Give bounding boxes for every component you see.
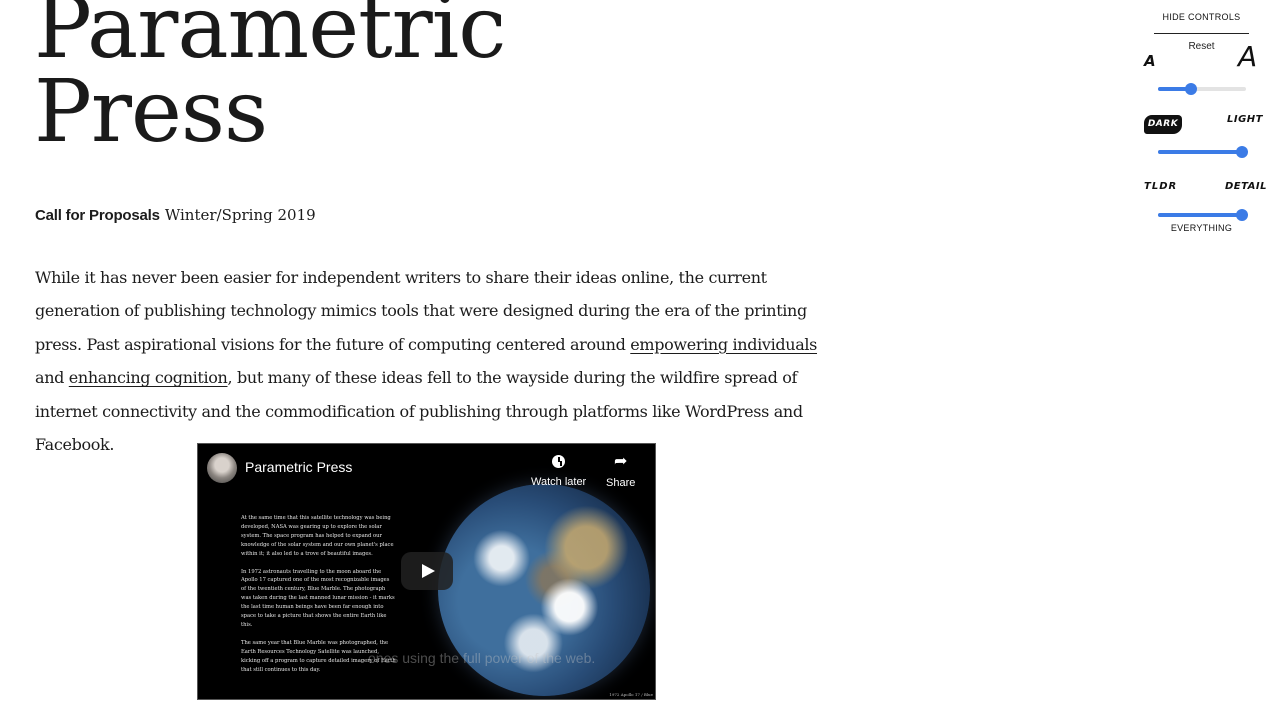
video-paragraph: At the same time that this satellite tec… xyxy=(241,515,394,557)
title-line-2: Press xyxy=(34,62,268,162)
play-icon[interactable] xyxy=(401,552,453,590)
reader-controls: HIDE CONTROLS Reset A A DARK LIGHT TLDR … xyxy=(1141,0,1267,240)
hide-controls-button[interactable]: HIDE CONTROLS xyxy=(1154,12,1249,34)
cfp-label: Call for Proposals xyxy=(35,207,160,224)
cfp-season: Winter/Spring 2019 xyxy=(164,206,316,224)
share-label: Share xyxy=(606,477,636,489)
theme-slider[interactable] xyxy=(1158,146,1248,158)
channel-avatar[interactable] xyxy=(207,453,237,483)
watch-later-button[interactable]: Watch later xyxy=(531,452,586,488)
video-player[interactable]: Parametric Press Watch later ➦ Share At … xyxy=(197,443,656,700)
page-title: Parametric Press xyxy=(34,0,506,162)
link-enhancing-cognition[interactable]: enhancing cognition xyxy=(68,368,228,388)
detail-slider[interactable] xyxy=(1158,209,1248,221)
intro-text-2: and xyxy=(35,368,69,388)
intro-text-3: , but many of these ideas fell to the wa… xyxy=(35,368,803,455)
video-title[interactable]: Parametric Press xyxy=(245,459,353,475)
video-caption: ones using the full power of the web. xyxy=(368,650,596,666)
font-size-slider-fill xyxy=(1158,87,1191,91)
title-line-1: Parametric xyxy=(34,0,506,78)
detail-slider-fill xyxy=(1158,213,1242,217)
theme-dark-label: DARK xyxy=(1144,115,1182,134)
theme-slider-thumb[interactable] xyxy=(1235,146,1248,158)
call-for-proposals: Call for Proposals Winter/Spring 2019 xyxy=(35,205,316,224)
reset-button[interactable]: Reset xyxy=(1188,41,1215,52)
share-button[interactable]: ➦ Share xyxy=(606,452,635,489)
intro-paragraph: While it has never been easier for indep… xyxy=(35,261,835,461)
watch-later-label: Watch later xyxy=(531,476,587,488)
clock-icon xyxy=(552,455,566,468)
detail-min-label: TLDR xyxy=(1144,181,1178,192)
font-size-slider[interactable] xyxy=(1158,83,1246,95)
theme-light-label: LIGHT xyxy=(1227,114,1263,125)
share-arrow-icon: ➦ xyxy=(613,453,628,470)
video-paragraph: In 1972 astronauts travelling to the moo… xyxy=(241,568,395,628)
detail-slider-thumb[interactable] xyxy=(1235,209,1248,221)
video-credit: 1972 Apollo 17 / Blue xyxy=(609,692,653,697)
font-size-max-label: A xyxy=(1238,40,1258,73)
detail-max-label: DETAIL xyxy=(1225,181,1268,192)
intro-text-1: While it has never been easier for indep… xyxy=(35,268,807,354)
earth-image xyxy=(438,484,650,696)
video-paragraph: The same year that Blue Marble was photo… xyxy=(241,639,396,673)
font-size-min-label: A xyxy=(1144,52,1156,70)
link-empowering-individuals[interactable]: empowering individuals xyxy=(630,334,818,354)
detail-level-label: EVERYTHING xyxy=(1170,223,1233,233)
theme-slider-fill xyxy=(1158,150,1242,154)
font-size-slider-thumb[interactable] xyxy=(1184,83,1197,95)
video-text-overlay: At the same time that this satellite tec… xyxy=(241,514,396,684)
